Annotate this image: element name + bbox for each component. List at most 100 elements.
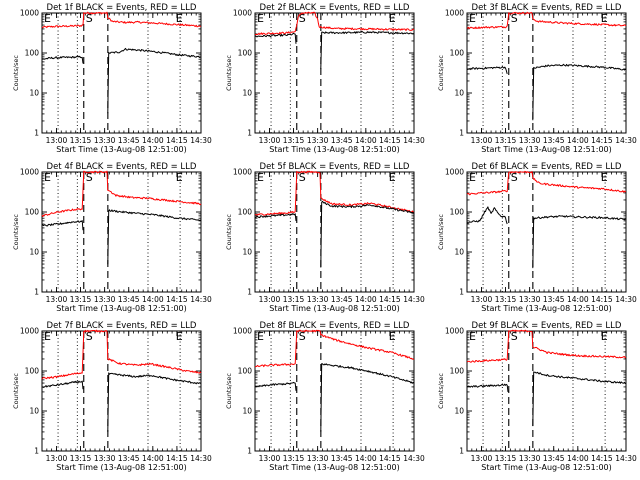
event-marker: E	[44, 171, 51, 184]
y-axis-label: Counts/sec	[225, 214, 233, 250]
event-marker: E	[601, 330, 608, 343]
chart-title: Det 7f BLACK = Events, RED = LLD	[47, 321, 197, 331]
y-axis-label: Counts/sec	[437, 373, 445, 409]
plot-frame	[466, 12, 627, 134]
events-series-line	[466, 206, 508, 225]
x-axis-label: Start Time (13-Aug-08 12:51:00)	[481, 145, 612, 154]
x-tick-label: 13:00	[471, 454, 493, 463]
x-tick-label: 13:30	[307, 136, 329, 145]
chart-panel: Det 9f BLACK = Events, RED = LLD 1 10 100 10…	[437, 321, 637, 472]
y-tick-label: 10	[454, 248, 464, 257]
chart-title: Det 3f BLACK = Events, RED = LLD	[472, 3, 622, 13]
x-tick-label: 13:00	[259, 136, 281, 145]
x-tick-label: 13:15	[70, 454, 92, 463]
lld-series-line	[466, 329, 627, 363]
x-tick-label: 13:15	[283, 136, 305, 145]
x-tick-label: 13:45	[543, 295, 565, 304]
y-tick-label: 10	[29, 89, 39, 98]
x-tick-label: 14:15	[166, 295, 188, 304]
x-tick-label: 13:45	[118, 295, 140, 304]
x-tick-label: 13:15	[495, 295, 517, 304]
event-marker: S	[299, 12, 306, 25]
y-tick-label: 1	[34, 129, 39, 138]
event-marker: E	[176, 171, 183, 184]
x-tick-label: 14:15	[591, 454, 613, 463]
chart-title: Det 9f BLACK = Events, RED = LLD	[472, 321, 622, 331]
y-tick-label: 1000	[233, 327, 252, 336]
y-axis-label: Counts/sec	[225, 373, 233, 409]
x-axis-label: Start Time (13-Aug-08 12:51:00)	[56, 145, 187, 154]
x-tick-label: 14:00	[142, 136, 164, 145]
x-tick-label: 14:15	[591, 136, 613, 145]
event-marker: E	[176, 330, 183, 343]
x-tick-label: 13:45	[331, 136, 353, 145]
plot-frame	[254, 171, 415, 293]
events-series-line	[254, 32, 297, 44]
events-series-line	[41, 55, 84, 64]
y-tick-label: 100	[25, 49, 40, 58]
event-marker: E	[257, 330, 264, 343]
chart-title: Det 4f BLACK = Events, RED = LLD	[47, 162, 197, 172]
y-tick-label: 1000	[233, 9, 252, 18]
event-marker: E	[176, 12, 183, 25]
chart-panel: Det 2f BLACK = Events, RED = LLD 1 10 100 10…	[225, 3, 425, 154]
x-tick-label: 13:30	[307, 454, 329, 463]
y-axis-label: Counts/sec	[437, 214, 445, 250]
y-tick-label: 10	[242, 407, 252, 416]
event-marker: S	[299, 330, 306, 343]
y-tick-label: 10	[29, 407, 39, 416]
x-tick-label: 14:30	[190, 295, 212, 304]
event-marker: E	[257, 171, 264, 184]
x-axis-label: Start Time (13-Aug-08 12:51:00)	[481, 463, 612, 472]
y-tick-label: 10	[242, 89, 252, 98]
y-tick-label: 1000	[20, 327, 39, 336]
y-tick-label: 1000	[233, 168, 252, 177]
plot-frame	[254, 12, 415, 134]
x-tick-label: 13:15	[495, 454, 517, 463]
chart-panel: Det 7f BLACK = Events, RED = LLD 1 10 100 10…	[12, 321, 212, 472]
x-tick-label: 13:30	[307, 295, 329, 304]
x-tick-label: 14:30	[403, 454, 425, 463]
x-tick-label: 14:15	[166, 454, 188, 463]
x-tick-label: 13:00	[471, 295, 493, 304]
x-tick-label: 13:15	[495, 136, 517, 145]
x-tick-label: 13:45	[118, 136, 140, 145]
y-tick-label: 1000	[20, 168, 39, 177]
x-tick-label: 14:30	[403, 136, 425, 145]
y-tick-label: 10	[242, 248, 252, 257]
event-marker: S	[86, 171, 93, 184]
x-tick-label: 14:00	[355, 136, 377, 145]
events-series-line	[320, 31, 415, 70]
x-tick-label: 14:30	[615, 136, 637, 145]
x-tick-label: 13:45	[543, 454, 565, 463]
plot-frame	[41, 171, 202, 293]
event-marker: S	[511, 171, 518, 184]
x-axis-label: Start Time (13-Aug-08 12:51:00)	[481, 304, 612, 313]
event-marker: E	[469, 171, 476, 184]
y-tick-label: 100	[25, 367, 40, 376]
event-marker: E	[601, 12, 608, 25]
x-axis-label: Start Time (13-Aug-08 12:51:00)	[56, 463, 187, 472]
event-marker: E	[257, 12, 264, 25]
event-marker: E	[389, 330, 396, 343]
y-tick-label: 100	[238, 208, 253, 217]
y-tick-label: 1	[247, 129, 252, 138]
x-tick-label: 14:15	[379, 136, 401, 145]
lld-series-line	[254, 11, 415, 36]
x-tick-label: 14:00	[567, 454, 589, 463]
x-tick-label: 14:15	[379, 295, 401, 304]
plot-frame	[466, 330, 627, 452]
plot-frame	[466, 171, 627, 293]
event-marker: S	[511, 330, 518, 343]
lld-series-line	[466, 170, 626, 196]
x-tick-label: 13:30	[94, 454, 116, 463]
lld-series-line	[41, 170, 202, 217]
event-marker: S	[86, 330, 93, 343]
x-tick-label: 13:30	[519, 295, 541, 304]
events-series-line	[466, 383, 509, 392]
x-axis-label: Start Time (13-Aug-08 12:51:00)	[269, 145, 400, 154]
event-marker: E	[601, 171, 608, 184]
y-axis-label: Counts/sec	[12, 373, 20, 409]
chart-panel: Det 3f BLACK = Events, RED = LLD 1 10 100 10…	[437, 3, 637, 154]
